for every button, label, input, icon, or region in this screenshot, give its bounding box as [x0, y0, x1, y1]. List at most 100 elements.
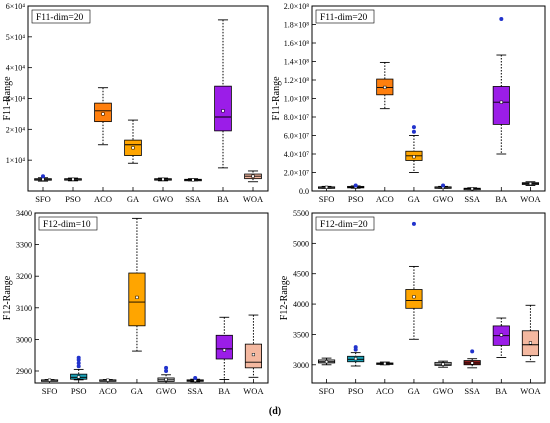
box-ba [214, 85, 232, 132]
plot-frame [311, 212, 546, 384]
mean-marker [383, 85, 387, 89]
y-tick-label: 3400 [16, 209, 32, 218]
outlier-point [411, 125, 416, 130]
category-label: ACO [376, 194, 394, 204]
y-tick-label: 4×10⁴ [6, 64, 26, 73]
category-label: BA [495, 194, 508, 204]
panel-title-box [315, 9, 375, 24]
category-label: BA [217, 194, 230, 204]
category-label: PSO [65, 194, 81, 204]
mean-marker [77, 375, 81, 379]
outlier-point [193, 375, 198, 380]
y-tick-label: 2.0×10⁷ [284, 169, 310, 178]
panel-title: F11-dim=20 [36, 13, 83, 23]
y-tick-label: 1.2×10⁸ [284, 76, 310, 85]
y-tick-label: 4000 [293, 300, 309, 309]
panel-f11-dim20-b: 0.0 2.0×10⁷ 4.0×10⁷ 6.0×10⁷ 8.0×10⁷ 1.0×10⁸ 1.… [271, 2, 546, 204]
y-tick-label: 1.4×10⁸ [284, 58, 310, 67]
category-label: GWO [156, 386, 176, 396]
outlier-point [41, 174, 45, 179]
category-label: SSA [464, 194, 480, 204]
y-tick-label: 2.0×10⁸ [284, 2, 310, 11]
category-label: PSO [71, 386, 87, 396]
panel-f12-dim20: 3000 3500 4000 4500 5000 5500 F12-Range F12-dim… [279, 209, 546, 396]
y-tick-label: 6×10⁴ [6, 2, 26, 11]
mean-marker [164, 377, 168, 382]
box-ga [405, 289, 423, 309]
panel-title-box [315, 216, 375, 231]
mean-marker [354, 357, 358, 361]
mean-marker [528, 182, 532, 186]
mean-marker [325, 360, 329, 364]
panel-f11-dim20-a: 1×10⁴ 2×10⁴ 3×10⁴ 4×10⁴ 5×10⁴ 6×10⁴ F11-Range F… [2, 2, 269, 204]
panel-title-box [31, 9, 91, 24]
category-label: SSA [187, 386, 203, 396]
panel-title: F12-dim=20 [320, 220, 368, 230]
mean-marker [191, 178, 195, 182]
y-tick-label: 3000 [293, 361, 309, 370]
mean-marker [161, 177, 165, 181]
panel-f12-dim10: 2900 3000 3100 3200 3300 3400 F12-Range F12-dim… [2, 209, 269, 396]
mean-marker [528, 341, 532, 345]
mean-marker [412, 295, 416, 299]
category-label: BA [495, 386, 508, 396]
plot-frame [34, 212, 269, 384]
category-label: ACO [94, 194, 112, 204]
mean-marker [221, 109, 225, 113]
y-tick-label: 3200 [16, 272, 32, 281]
y-tick-label: 3000 [16, 335, 32, 344]
y-tick-label: 4.0×10⁷ [284, 150, 310, 159]
mean-marker [71, 177, 75, 181]
category-label: WOA [520, 386, 541, 396]
y-tick-label: 3×10⁴ [6, 95, 26, 104]
y-tick-label: 8.0×10⁷ [284, 113, 310, 122]
outlier-point [441, 183, 446, 188]
outlier-point [499, 16, 504, 21]
category-label: ACO [99, 386, 117, 396]
y-tick-label: 3300 [16, 241, 32, 250]
y-tick-label: 6.0×10⁷ [284, 132, 310, 141]
figure-label: (d) [269, 406, 281, 417]
category-label: WOA [243, 194, 264, 204]
plot-frame [27, 5, 269, 192]
y-tick-label: 2900 [16, 367, 32, 376]
y-axis-label: F11-Range [2, 76, 13, 121]
panel-title-box [38, 216, 98, 231]
outlier-point [76, 355, 81, 360]
category-label: BA [218, 386, 231, 396]
category-label: SFO [42, 386, 58, 396]
panel-title: F12-dim=10 [43, 220, 91, 230]
mean-marker [499, 100, 503, 104]
outlier-point [411, 129, 416, 134]
mean-marker [131, 146, 135, 150]
outlier-point [353, 345, 358, 350]
mean-marker [325, 185, 329, 189]
y-tick-label: 2×10⁴ [6, 125, 26, 134]
outlier-point [411, 221, 416, 226]
category-label: SFO [319, 194, 335, 204]
category-label: GWO [433, 386, 453, 396]
category-label: GWO [433, 194, 453, 204]
box-ba [215, 334, 233, 360]
category-label: ACO [376, 386, 394, 396]
y-tick-label: 1.0×10⁸ [284, 95, 310, 104]
mean-marker [251, 353, 255, 357]
mean-marker [135, 295, 139, 299]
mean-marker [48, 378, 52, 382]
category-label: GWO [153, 194, 173, 204]
mean-marker [470, 361, 474, 365]
mean-marker [101, 112, 105, 116]
outlier-point [76, 364, 81, 369]
category-label: SSA [464, 386, 480, 396]
outlier-point [164, 365, 169, 370]
mean-marker [251, 174, 255, 178]
category-label: GA [408, 386, 421, 396]
category-label: GA [127, 194, 140, 204]
category-label: GA [408, 194, 421, 204]
outlier-point [470, 349, 475, 354]
panel-title: F11-dim=20 [320, 13, 367, 23]
y-tick-label: 5000 [293, 239, 309, 248]
y-tick-label: 4500 [293, 270, 309, 279]
category-label: PSO [348, 386, 364, 396]
